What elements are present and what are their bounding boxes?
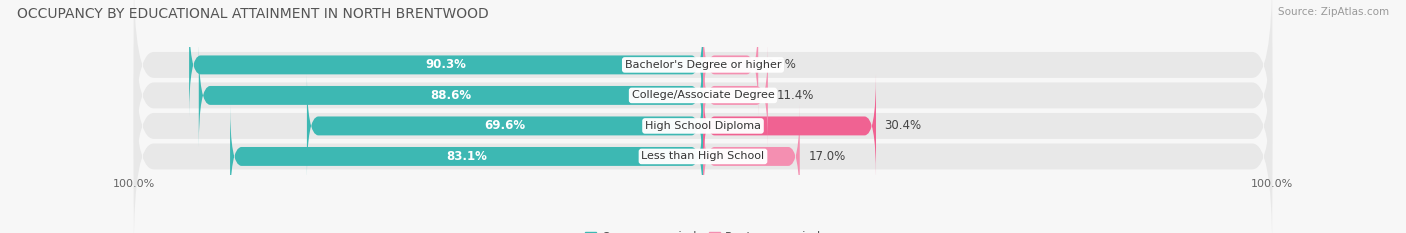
Text: 83.1%: 83.1% [446,150,486,163]
Text: High School Diploma: High School Diploma [645,121,761,131]
FancyBboxPatch shape [198,44,703,147]
FancyBboxPatch shape [134,32,1272,220]
Text: OCCUPANCY BY EDUCATIONAL ATTAINMENT IN NORTH BRENTWOOD: OCCUPANCY BY EDUCATIONAL ATTAINMENT IN N… [17,7,489,21]
FancyBboxPatch shape [188,13,703,116]
Text: 11.4%: 11.4% [776,89,814,102]
FancyBboxPatch shape [134,63,1272,233]
FancyBboxPatch shape [703,44,768,147]
FancyBboxPatch shape [231,105,703,208]
Text: 9.7%: 9.7% [766,58,797,71]
Text: College/Associate Degree: College/Associate Degree [631,90,775,100]
FancyBboxPatch shape [134,2,1272,189]
Legend: Owner-occupied, Renter-occupied: Owner-occupied, Renter-occupied [579,226,827,233]
Text: Less than High School: Less than High School [641,151,765,161]
FancyBboxPatch shape [703,105,800,208]
Text: 88.6%: 88.6% [430,89,471,102]
Text: 17.0%: 17.0% [808,150,845,163]
FancyBboxPatch shape [307,74,703,178]
Text: Bachelor's Degree or higher: Bachelor's Degree or higher [624,60,782,70]
Text: 30.4%: 30.4% [884,120,922,132]
FancyBboxPatch shape [703,74,876,178]
Text: 90.3%: 90.3% [426,58,467,71]
Text: Source: ZipAtlas.com: Source: ZipAtlas.com [1278,7,1389,17]
Text: 69.6%: 69.6% [485,120,526,132]
FancyBboxPatch shape [703,13,758,116]
FancyBboxPatch shape [134,0,1272,159]
